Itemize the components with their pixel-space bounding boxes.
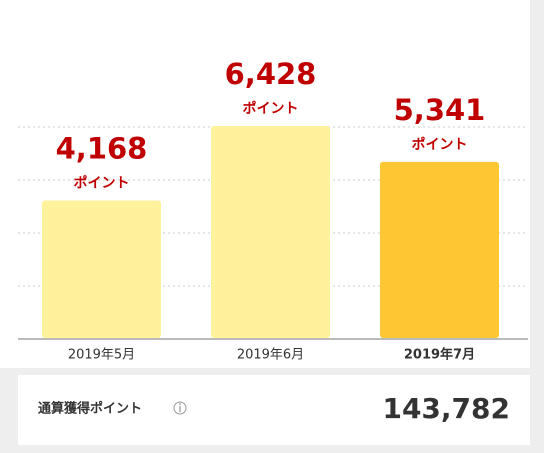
bar (42, 200, 161, 338)
value-label: 6,428 (225, 57, 317, 91)
bar (211, 126, 330, 338)
total-value: 143,782 (382, 392, 510, 425)
value-unit: ポイント (74, 175, 130, 192)
bar (380, 161, 499, 338)
bars: 4,168 ポイント 2019年5月 6,428 ポイント 2019年6月 5,341 ポイン… (42, 57, 499, 363)
info-icon[interactable] (173, 401, 187, 415)
value-unit: ポイント (412, 136, 468, 153)
x-tick-label: 2019年5月 (68, 348, 135, 363)
total-label: 通算獲得ポイント (38, 401, 142, 417)
x-tick-label: 2019年6月 (237, 348, 304, 363)
total-panel (18, 375, 530, 445)
x-tick-label: 2019年7月 (404, 347, 475, 363)
value-label: 4,168 (56, 132, 148, 166)
value-label: 5,341 (394, 93, 486, 127)
value-unit: ポイント (243, 100, 299, 117)
